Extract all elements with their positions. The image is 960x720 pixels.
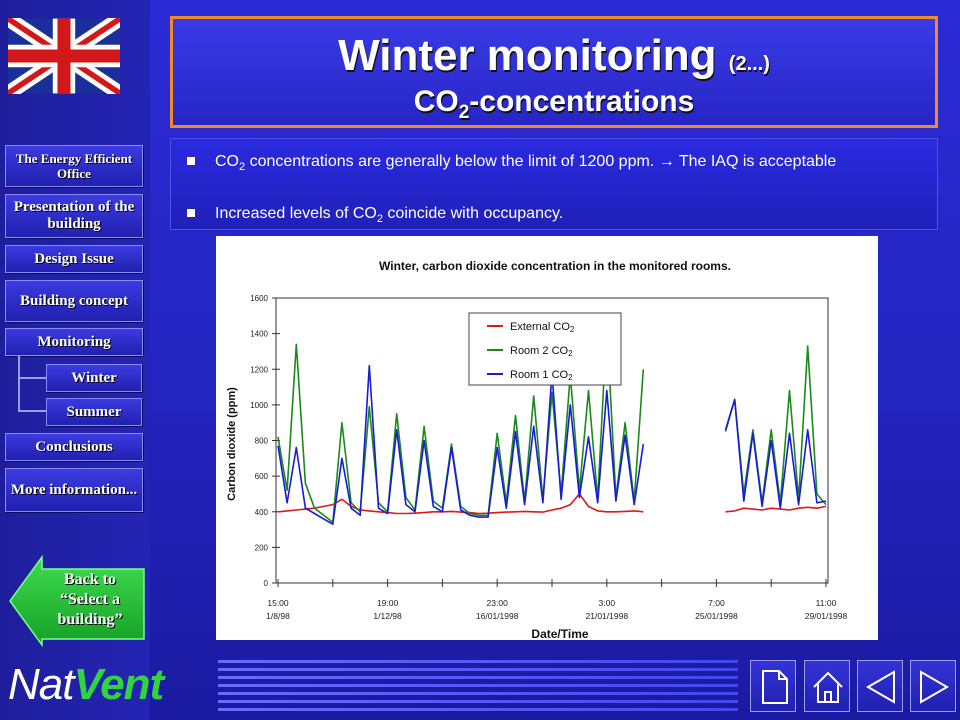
- x-tick-label-time: 11:00: [816, 598, 837, 608]
- tree-connector: [18, 377, 46, 379]
- y-tick-label: 1000: [250, 401, 268, 410]
- nav-summer[interactable]: Summer: [46, 398, 142, 426]
- tree-connector: [18, 410, 46, 412]
- bullet-item: CO2 concentrations are generally below t…: [187, 151, 915, 178]
- x-tick-label-date: 21/01/1998: [586, 611, 629, 621]
- x-tick-label-date: 1/8/98: [266, 611, 290, 621]
- x-tick-label-time: 3:00: [599, 598, 616, 608]
- back-arrow-button[interactable]: [8, 555, 148, 647]
- nav-building-concept[interactable]: Building concept: [5, 280, 143, 322]
- sidebar: The Energy Efficient Office Presentation…: [0, 0, 164, 720]
- bullet-square-icon: [187, 209, 195, 217]
- x-tick-label-time: 19:00: [377, 598, 399, 608]
- series-line-2: [277, 364, 645, 525]
- page-title: Winter monitoring (2...): [338, 31, 770, 80]
- footer-decoration: [218, 660, 738, 715]
- x-tick-label-date: 16/01/1998: [476, 611, 519, 621]
- series-line-0: [725, 505, 827, 513]
- nav-monitoring[interactable]: Monitoring: [5, 328, 143, 356]
- y-tick-label: 1200: [250, 365, 268, 374]
- nav-more-information[interactable]: More information...: [5, 468, 143, 512]
- nav-presentation-of-building[interactable]: Presentation of the building: [5, 194, 143, 238]
- series-line-1: [724, 345, 827, 506]
- x-tick-label-date: 1/12/98: [373, 611, 402, 621]
- bullet-square-icon: [187, 157, 195, 165]
- chart-legend: External CO2 Room 2 CO2 Room 1 CO2: [468, 312, 622, 386]
- x-tick-label-date: 25/01/1998: [695, 611, 738, 621]
- back-to-select-building-label: Back to “Select a building”: [57, 571, 123, 628]
- next-arrow-icon[interactable]: [910, 660, 956, 712]
- x-tick-label-date: 29/01/1998: [805, 611, 848, 621]
- x-tick-label-time: 23:00: [487, 598, 509, 608]
- union-jack-flag-icon: [8, 18, 120, 94]
- nav-energy-efficient-office[interactable]: The Energy Efficient Office: [5, 145, 143, 187]
- y-tick-label: 1400: [250, 330, 268, 339]
- series-line-0: [277, 493, 644, 515]
- y-tick-label: 0: [264, 579, 269, 588]
- x-tick-label-time: 7:00: [708, 598, 725, 608]
- bullet-list: CO2 concentrations are generally below t…: [170, 138, 938, 230]
- y-tick-label: 200: [255, 543, 269, 552]
- series-line-2: [724, 398, 827, 509]
- title-box: Winter monitoring (2...) CO2-concentrati…: [170, 16, 938, 128]
- x-tick-label-time: 15:00: [267, 598, 289, 608]
- nav-conclusions[interactable]: Conclusions: [5, 433, 143, 461]
- co2-line-chart: Winter, carbon dioxide concentration in …: [226, 259, 848, 641]
- y-tick-label: 800: [255, 437, 269, 446]
- legend-label: Room 2 CO2: [510, 345, 573, 358]
- previous-arrow-icon[interactable]: [857, 660, 903, 712]
- x-axis-label: Date/Time: [531, 627, 588, 640]
- nav-winter[interactable]: Winter: [46, 364, 142, 392]
- co2-chart-panel: Winter, carbon dioxide concentration in …: [216, 236, 878, 641]
- y-tick-label: 600: [255, 472, 269, 481]
- y-axis-label: Carbon dioxide (ppm): [226, 387, 238, 501]
- tree-connector: [18, 355, 20, 410]
- home-icon[interactable]: [804, 660, 850, 712]
- legend-label: Room 1 CO2: [510, 369, 573, 382]
- y-tick-label: 1600: [250, 294, 268, 303]
- page-subtitle: CO2-concentrations: [413, 85, 695, 123]
- document-icon[interactable]: [750, 660, 796, 712]
- bullet-item: Increased levels of CO2 coincide with oc…: [187, 203, 915, 230]
- legend-label: External CO2: [510, 321, 575, 334]
- chart-title: Winter, carbon dioxide concentration in …: [379, 259, 731, 273]
- nav-design-issue[interactable]: Design Issue: [5, 245, 143, 273]
- natvent-logo: NatVent: [8, 660, 164, 709]
- y-tick-label: 400: [255, 508, 269, 517]
